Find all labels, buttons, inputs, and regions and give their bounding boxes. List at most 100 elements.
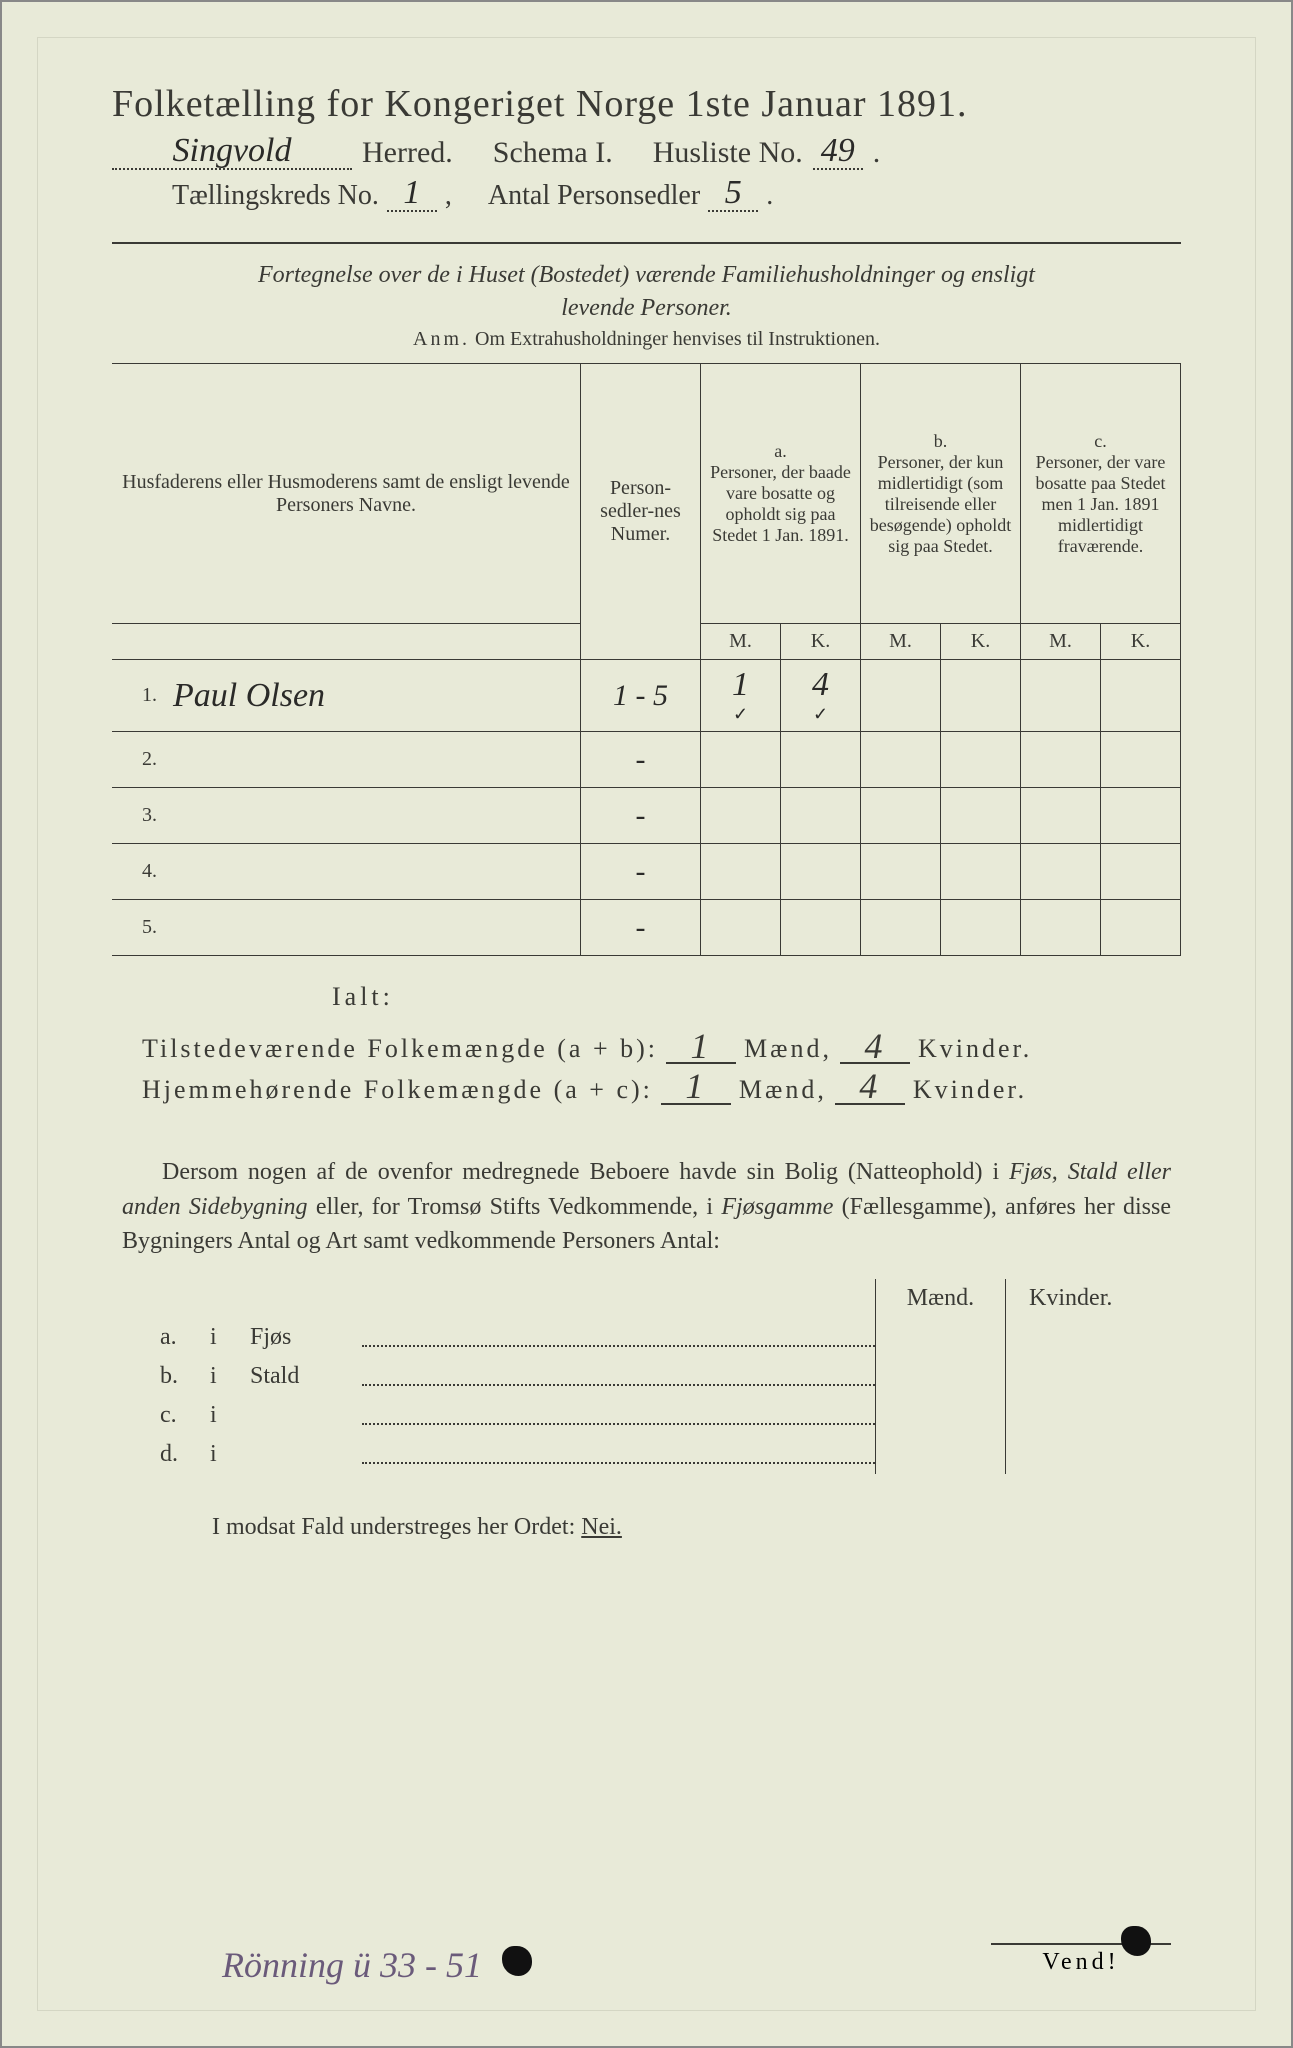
row-number: 1. bbox=[112, 660, 165, 732]
sub-dots bbox=[362, 1396, 875, 1435]
maend-label: Mænd, bbox=[744, 1034, 832, 1064]
sub-i: i bbox=[202, 1318, 242, 1357]
sub-k bbox=[1005, 1396, 1135, 1435]
sub-i: i bbox=[202, 1357, 242, 1396]
sub-label bbox=[242, 1396, 362, 1435]
name-cell bbox=[165, 788, 581, 844]
c-m bbox=[1021, 844, 1101, 900]
sum-tilstede: Tilstedeværende Folkemængde (a + b): 1 M… bbox=[142, 1030, 1181, 1064]
c-k bbox=[1101, 900, 1181, 956]
col-b-m: M. bbox=[861, 624, 941, 660]
page-title: Folketælling for Kongeriget Norge 1ste J… bbox=[112, 82, 1181, 126]
numer-cell: - bbox=[581, 900, 701, 956]
a-k bbox=[781, 844, 861, 900]
name-cell bbox=[165, 900, 581, 956]
sum-hjemme: Hjemmehørende Folkemængde (a + c): 1 Mæn… bbox=[142, 1070, 1181, 1104]
b-k bbox=[941, 660, 1021, 732]
b-k bbox=[941, 788, 1021, 844]
b-k bbox=[941, 844, 1021, 900]
numer-cell: - bbox=[581, 844, 701, 900]
col-c-m: M. bbox=[1021, 624, 1101, 660]
hjemme-k: 4 bbox=[835, 1070, 905, 1104]
row-number: 3. bbox=[112, 788, 165, 844]
b-k bbox=[941, 900, 1021, 956]
sub-m bbox=[875, 1318, 1005, 1357]
anm-line: Anm. Om Extrahusholdninger henvises til … bbox=[112, 328, 1181, 351]
b-m bbox=[861, 900, 941, 956]
kreds-value: 1 bbox=[387, 176, 437, 212]
a-k bbox=[781, 788, 861, 844]
kvinder-label-2: Kvinder. bbox=[913, 1075, 1027, 1105]
antal-value: 5 bbox=[708, 176, 758, 212]
sub-m bbox=[875, 1396, 1005, 1435]
table-row: 4.- bbox=[112, 844, 1181, 900]
ialt-label: Ialt: bbox=[332, 982, 1181, 1012]
c-m bbox=[1021, 788, 1101, 844]
b-m bbox=[861, 844, 941, 900]
modsat-line: I modsat Fald understreges her Ordet: Ne… bbox=[212, 1514, 1181, 1541]
sub-dots bbox=[362, 1318, 875, 1357]
sub-i: i bbox=[202, 1435, 242, 1474]
b-m bbox=[861, 788, 941, 844]
antal-label: Antal Personsedler bbox=[488, 180, 700, 212]
maend-label-2: Mænd, bbox=[739, 1075, 827, 1105]
sub-dots bbox=[362, 1357, 875, 1396]
sub-idx: b. bbox=[152, 1357, 202, 1396]
ink-blot bbox=[502, 1946, 532, 1976]
herred-value: Singvold bbox=[112, 134, 352, 170]
row-number: 5. bbox=[112, 900, 165, 956]
anm-label: Anm. bbox=[413, 328, 470, 350]
header-row-1: Singvold Herred. Schema I. Husliste No. … bbox=[112, 134, 1181, 170]
b-k bbox=[941, 732, 1021, 788]
a-k: 4✓ bbox=[781, 660, 861, 732]
sub-kvinder: Kvinder. bbox=[1005, 1279, 1135, 1318]
b-m bbox=[861, 660, 941, 732]
husliste-label: Husliste No. bbox=[653, 136, 803, 170]
sub-label: Stald bbox=[242, 1357, 362, 1396]
sub-m bbox=[875, 1435, 1005, 1474]
col-a-k: K. bbox=[781, 624, 861, 660]
anm-text: Om Extrahusholdninger henvises til Instr… bbox=[475, 328, 880, 350]
schema-label: Schema I. bbox=[493, 136, 613, 170]
sub-table: Mænd. Kvinder. a.iFjøsb.iStaldc.id.i bbox=[152, 1279, 1135, 1474]
sub-label: Fjøs bbox=[242, 1318, 362, 1357]
a-m bbox=[701, 844, 781, 900]
kreds-label: Tællingskreds No. bbox=[172, 180, 379, 212]
sub-label bbox=[242, 1435, 362, 1474]
col-c: c. Personer, der vare bosatte paa Stedet… bbox=[1021, 364, 1181, 624]
c-m bbox=[1021, 660, 1101, 732]
table-row: 5. - bbox=[112, 900, 1181, 956]
c-k bbox=[1101, 732, 1181, 788]
col-b: b. Personer, der kun midlertidigt (som t… bbox=[861, 364, 1021, 624]
name-cell: Paul Olsen bbox=[165, 660, 581, 732]
row-number: 2. bbox=[112, 732, 165, 788]
sub-idx: a. bbox=[152, 1318, 202, 1357]
a-k bbox=[781, 900, 861, 956]
name-cell bbox=[165, 732, 581, 788]
sub-row: c.i bbox=[152, 1396, 1135, 1435]
tilstede-m: 1 bbox=[666, 1030, 736, 1064]
header-row-2: Tællingskreds No. 1 , Antal Personsedler… bbox=[112, 176, 1181, 212]
c-k bbox=[1101, 844, 1181, 900]
hjemme-label: Hjemmehørende Folkemængde (a + c): bbox=[142, 1075, 653, 1105]
husliste-value: 49 bbox=[813, 134, 863, 170]
hjemme-m: 1 bbox=[661, 1070, 731, 1104]
sub-k bbox=[1005, 1357, 1135, 1396]
intro-line-1: Fortegnelse over de i Huset (Bostedet) v… bbox=[112, 262, 1181, 289]
c-m bbox=[1021, 900, 1101, 956]
sub-idx: d. bbox=[152, 1435, 202, 1474]
col-numer: Person-sedler-nes Numer. bbox=[581, 364, 701, 660]
col-b-k: K. bbox=[941, 624, 1021, 660]
numer-cell: 1 - 5 bbox=[581, 660, 701, 732]
c-m bbox=[1021, 732, 1101, 788]
b-m bbox=[861, 732, 941, 788]
paragraph: Dersom nogen af de ovenfor medregnede Be… bbox=[122, 1155, 1171, 1259]
intro-line-2: levende Personer. bbox=[112, 295, 1181, 322]
a-m bbox=[701, 900, 781, 956]
sub-k bbox=[1005, 1318, 1135, 1357]
nei: Nei. bbox=[581, 1514, 622, 1540]
sub-row: b.iStald bbox=[152, 1357, 1135, 1396]
sub-i: i bbox=[202, 1396, 242, 1435]
ink-blot bbox=[1121, 1926, 1151, 1956]
numer-cell: - bbox=[581, 788, 701, 844]
